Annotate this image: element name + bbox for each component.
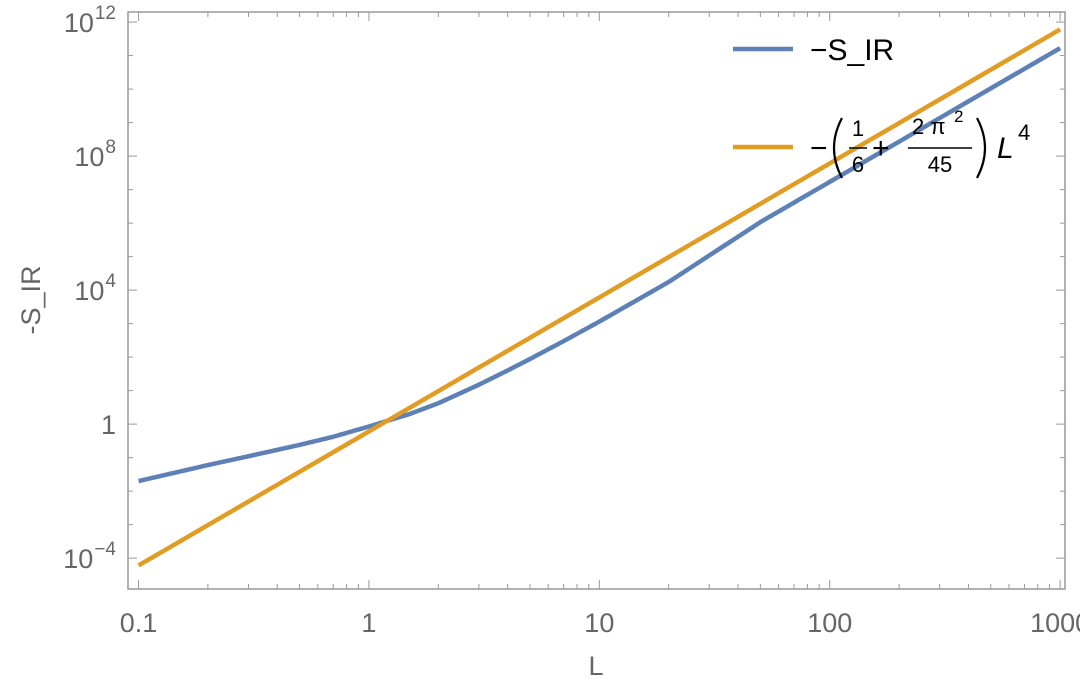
legend-left-paren: [832, 117, 843, 179]
y-tick-label: 10 12: [64, 3, 116, 38]
y-tick-label: 1: [101, 410, 116, 440]
y-tick-label-base: 10: [74, 142, 104, 172]
y-tick-label-exp: −4: [94, 539, 116, 560]
legend-label-series-2: − 1 6 + 2 π 2 45 L 4: [810, 107, 1030, 179]
y-tick-label-base: 1: [101, 410, 116, 440]
plot-frame: [127, 11, 1066, 590]
x-tick-labels: 0.1 1 10 100 1000: [120, 608, 1080, 638]
y-axis-title: -S_IR: [16, 265, 46, 334]
legend-plus: +: [872, 132, 890, 165]
y-tick-label: 10 8: [74, 137, 116, 172]
x-tick-label: 0.1: [120, 608, 158, 638]
legend-frac2-den: 45: [928, 152, 952, 177]
x-tick-label: 1: [361, 608, 376, 638]
y-tick-label-exp: 4: [105, 271, 116, 292]
y-tick-label-exp: 12: [95, 3, 116, 24]
legend-frac2-num-exp: 2: [954, 107, 963, 126]
legend-frac1-den: 6: [852, 152, 864, 177]
x-axis-title: L: [588, 651, 603, 681]
series-line-2: [137, 27, 1062, 568]
series-layer: [137, 27, 1062, 568]
axis-ticks: [127, 12, 1065, 589]
x-tick-label: 10: [584, 608, 614, 638]
y-tick-label: 10 −4: [63, 539, 116, 574]
x-tick-label: 1000: [1030, 608, 1080, 638]
legend-right-paren: [976, 117, 987, 179]
legend-frac2-num: 2 π: [912, 114, 946, 139]
y-tick-label-exp: 8: [105, 137, 116, 158]
legend-var-exp: 4: [1018, 120, 1030, 145]
legend-label-series-1: −S_IR: [810, 34, 894, 67]
y-tick-label-base: 10: [64, 8, 94, 38]
series-line-1: [138, 46, 1062, 484]
legend-var: L: [997, 132, 1014, 165]
y-tick-label-base: 10: [63, 544, 93, 574]
x-tick-label: 100: [807, 608, 852, 638]
legend: −S_IR − 1 6 + 2 π 2 45 L 4: [733, 34, 1030, 179]
legend-minus: −: [810, 132, 828, 165]
legend-frac1-num: 1: [852, 116, 864, 141]
y-tick-label: 10 4: [74, 271, 116, 306]
y-tick-label-base: 10: [74, 276, 104, 306]
